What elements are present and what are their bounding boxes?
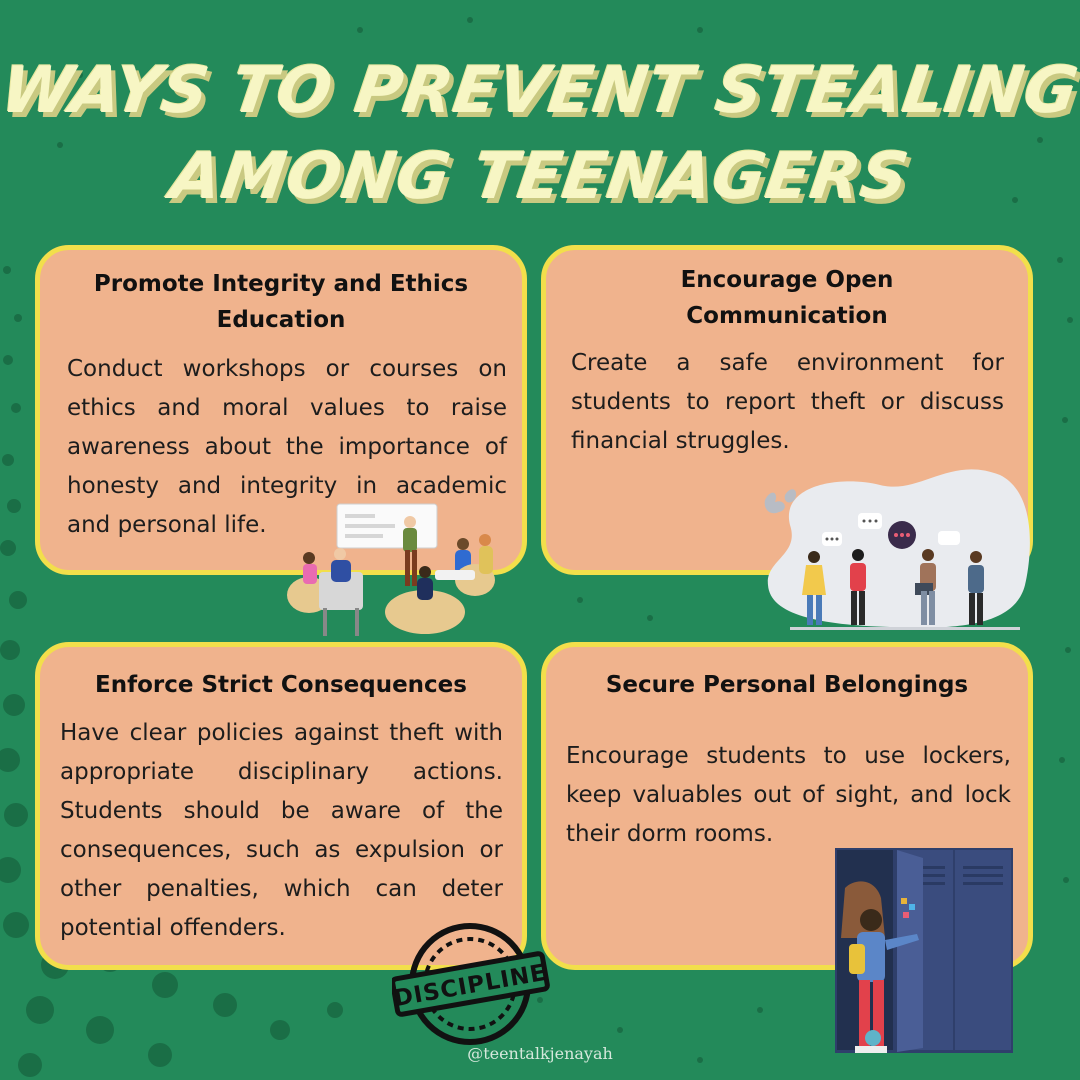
card-title: Promote Integrity and Ethics Education [93,271,469,333]
credit-handle: @teentalkjenayah [467,1044,613,1063]
card-integrity-education: Promote Integrity and Ethics Education C… [35,245,527,575]
card-body: Create a safe environment for students t… [571,350,1004,454]
card-body: Encourage students to use lockers, keep … [566,743,1011,847]
card-body: Have clear policies against theft with a… [60,720,503,941]
card-title: Enforce Strict Consequences [95,672,467,698]
card-strict-consequences: Enforce Strict Consequences Have clear p… [35,642,527,970]
discipline-stamp-icon: DISCIPLINE [392,923,550,1045]
workshop-illustration [287,503,495,636]
card-title: Encourage Open Communication [680,267,894,329]
title-line-2: among teenagers [166,140,914,214]
title-line-1: Ways to prevent stealing [0,54,1080,128]
card-title: Secure Personal Belongings [605,672,969,698]
page-title: Ways to prevent stealing among teenagers [0,48,1080,220]
locker-student-illustration [835,848,1013,1053]
card-body: Conduct workshops or courses on ethics a… [67,356,507,538]
communication-illustration [764,469,1030,630]
